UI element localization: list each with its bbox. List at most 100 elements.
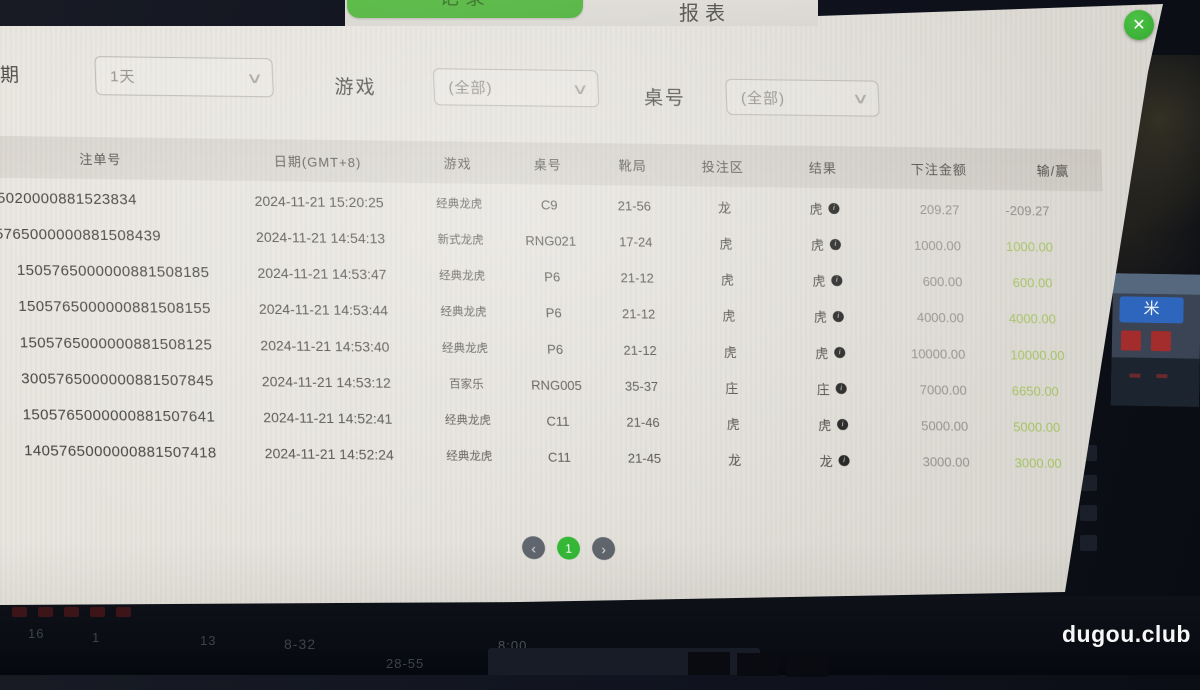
background-icon: [1080, 475, 1097, 491]
date-filter-label: 日期: [0, 64, 22, 87]
game-dropdown[interactable]: (全部) ∨: [432, 68, 600, 108]
cell-shoe: 21-12: [623, 341, 658, 358]
info-icon[interactable]: i: [832, 310, 844, 322]
result-text: 虎: [817, 417, 832, 433]
cell-table: C9: [540, 196, 558, 213]
cell-bet-id: 05765020000881523834: [0, 188, 138, 209]
cell-table: P6: [546, 340, 564, 357]
cell-win-lose: -209.27: [1005, 202, 1050, 219]
chevron-down-icon: ∨: [851, 90, 870, 108]
cell-result: 虎 i: [778, 342, 883, 362]
cell-shoe: 17-24: [618, 233, 653, 250]
cell-date: 2024-11-21 14:53:40: [260, 336, 390, 355]
current-page-button[interactable]: 1: [556, 536, 581, 560]
cell-win-lose: 10000.00: [1010, 346, 1065, 363]
cell-win-lose: 3000.00: [1014, 454, 1062, 471]
cell-date: 2024-11-21 14:53:12: [261, 372, 392, 391]
cell-result: 虎 i: [781, 414, 886, 434]
info-icon[interactable]: i: [838, 454, 850, 466]
cell-bet-area: 庄: [724, 380, 739, 396]
screen-artifact-dot: [38, 607, 53, 617]
column-header: 日期(GMT+8): [273, 153, 362, 170]
cell-win-lose: 5000.00: [1012, 418, 1061, 435]
chevron-down-icon: ∨: [245, 69, 264, 87]
cell-bet-id: 505765000000881508439: [0, 225, 162, 245]
info-icon[interactable]: i: [833, 346, 846, 358]
cell-date: 2024-11-21 14:53:47: [257, 264, 387, 283]
cell-shoe: 21-56: [617, 197, 652, 214]
side-panel-footer: [1110, 357, 1200, 407]
tab-reports[interactable]: 报表: [679, 3, 731, 25]
result-text: 虎: [813, 309, 828, 325]
table-filter-label: 桌号: [643, 87, 687, 110]
cell-result: 虎 i: [773, 234, 878, 254]
red-chip-icon: [1120, 330, 1142, 351]
cell-game: 经典龙虎: [441, 342, 489, 355]
tab-records[interactable]: 记录: [347, 0, 583, 18]
background-ghost-text: 28-55: [386, 656, 425, 671]
background-icon: [1080, 535, 1097, 551]
cell-bet-id: 1505765000000881508155: [17, 297, 212, 317]
cell-bet-amount: 5000.00: [920, 417, 969, 434]
info-icon[interactable]: i: [828, 202, 840, 214]
chevron-down-icon: ∨: [570, 80, 590, 98]
cell-shoe: 21-46: [626, 413, 660, 430]
screen-artifact-dot: [116, 607, 131, 617]
table-body: 05765020000881523834 2024-11-21 15:20:25…: [0, 180, 1114, 482]
info-icon[interactable]: i: [829, 238, 842, 250]
background-ghost-text: 1: [92, 630, 101, 645]
cell-bet-amount: 600.00: [922, 273, 963, 290]
cell-bet-area: 虎: [726, 416, 740, 432]
game-filter-label: 游戏: [334, 77, 378, 99]
info-icon[interactable]: i: [836, 418, 849, 430]
column-header: 下注金额: [910, 161, 968, 178]
cell-game: 经典龙虎: [446, 450, 493, 463]
cell-table: P6: [543, 268, 561, 285]
cell-result: 虎 i: [772, 198, 877, 218]
cell-bet-amount: 1000.00: [913, 237, 962, 254]
cell-bet-amount: 7000.00: [919, 381, 968, 398]
column-header: 靴局: [618, 157, 648, 174]
column-header: 输/赢: [1036, 163, 1070, 179]
cell-bet-amount: 4000.00: [916, 309, 965, 326]
cell-bet-area: 虎: [719, 236, 733, 252]
column-header: 游戏: [443, 155, 472, 172]
cell-bet-amount: 3000.00: [922, 453, 970, 470]
column-header: 桌号: [533, 156, 562, 173]
cell-bet-area: 虎: [723, 344, 737, 360]
background-block: [786, 654, 828, 677]
date-range-dropdown[interactable]: 1天 ∨: [94, 56, 274, 98]
info-icon[interactable]: i: [835, 382, 847, 394]
cell-game: 百家乐: [448, 378, 484, 391]
column-header: 结果: [808, 160, 838, 176]
result-text: 虎: [809, 201, 823, 217]
result-text: 庄: [816, 381, 830, 397]
cell-date: 2024-11-21 15:20:25: [254, 192, 384, 211]
cell-table: P6: [545, 304, 562, 321]
screen-artifact: [1156, 374, 1168, 379]
screen-artifact-dot: [12, 607, 27, 617]
cell-bet-id: 1405765000000881507418: [23, 441, 217, 461]
info-icon[interactable]: i: [831, 274, 843, 286]
red-chip-icon: [1150, 330, 1172, 352]
cell-win-lose: 4000.00: [1008, 310, 1057, 327]
cell-result: 庄 i: [779, 378, 884, 398]
cell-win-lose: 1000.00: [1005, 238, 1054, 255]
cell-table: RNG005: [530, 376, 583, 393]
table-dropdown[interactable]: (全部) ∨: [725, 78, 880, 117]
cell-date: 2024-11-21 14:52:24: [264, 444, 395, 463]
result-text: 虎: [810, 237, 825, 253]
transfer-icon: 米: [1119, 296, 1184, 324]
close-icon[interactable]: ✕: [1124, 10, 1154, 40]
side-panel-header: [1112, 273, 1200, 295]
prev-page-button[interactable]: ‹: [521, 536, 546, 560]
cell-bet-area: 虎: [721, 308, 736, 324]
cell-game: 经典龙虎: [438, 270, 486, 283]
screen-artifact-dot: [64, 607, 79, 617]
result-text: 虎: [814, 345, 829, 361]
screen-artifact-dot: [90, 607, 105, 617]
background-ghost-text: 13: [200, 633, 217, 648]
background-ghost-text: 8-32: [284, 636, 317, 652]
cell-game: 经典龙虎: [435, 198, 483, 211]
next-page-button[interactable]: ›: [591, 536, 616, 561]
